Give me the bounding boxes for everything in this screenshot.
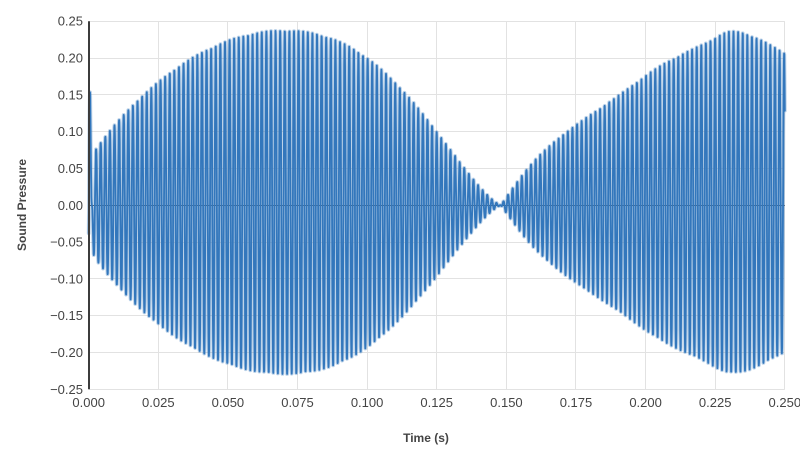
- svg-text:0.100: 0.100: [351, 395, 384, 410]
- svg-text:Time (s): Time (s): [403, 431, 449, 445]
- svg-text:0.05: 0.05: [58, 161, 83, 176]
- svg-text:−0.10: −0.10: [50, 271, 83, 286]
- svg-text:Sound Pressure: Sound Pressure: [15, 159, 29, 251]
- svg-text:0.025: 0.025: [142, 395, 175, 410]
- svg-text:−0.25: −0.25: [50, 382, 83, 397]
- svg-text:0.175: 0.175: [560, 395, 593, 410]
- svg-text:0.225: 0.225: [699, 395, 732, 410]
- svg-text:0.200: 0.200: [629, 395, 662, 410]
- svg-text:0.15: 0.15: [58, 87, 83, 102]
- svg-text:0.125: 0.125: [420, 395, 453, 410]
- svg-text:0.050: 0.050: [212, 395, 245, 410]
- svg-text:0.075: 0.075: [281, 395, 314, 410]
- svg-text:−0.20: −0.20: [50, 345, 83, 360]
- svg-text:−0.05: −0.05: [50, 235, 83, 250]
- svg-text:0.000: 0.000: [72, 395, 105, 410]
- svg-text:0.250: 0.250: [769, 395, 800, 410]
- svg-text:0.20: 0.20: [58, 51, 83, 66]
- svg-text:0.00: 0.00: [58, 198, 83, 213]
- svg-text:−0.15: −0.15: [50, 308, 83, 323]
- svg-text:0.10: 0.10: [58, 124, 83, 139]
- svg-text:0.25: 0.25: [58, 14, 83, 29]
- svg-text:0.150: 0.150: [490, 395, 523, 410]
